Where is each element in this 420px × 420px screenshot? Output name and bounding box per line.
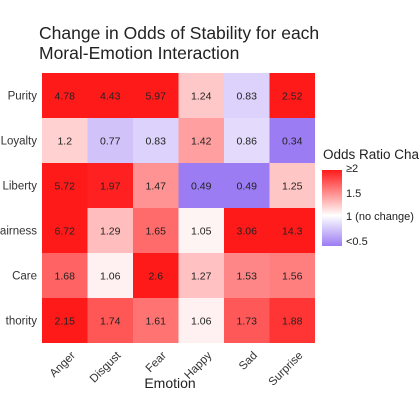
heatmap-cell-loyalty-happy [178,118,224,163]
heatmap-cell-loyalty-fear [133,118,179,163]
x-tick-label: Disgust [88,349,124,385]
cell-value-label: 2.15 [55,316,76,328]
legend-color-bar [322,170,342,246]
heatmap-cell-care-disgust [87,253,133,298]
legend-label-min: <0.5 [346,236,368,248]
cell-value-label: 0.49 [191,181,212,193]
cell-value-label: 1.61 [146,316,167,328]
legend-label-no-change: 1 (no change) [346,211,414,223]
y-tick-label: Care [12,271,37,283]
heatmap-cell-liberty-anger [42,163,88,208]
chart-title-line-1: Change in Odds of Stability for each [39,23,320,43]
y-tick-label: thority [6,316,38,328]
heatmap-cell-purity-fear [133,73,179,118]
cell-value-label: 0.86 [237,136,258,148]
y-axis-tick-labels: Purity Loyalty Liberty airness Care thority [0,91,37,328]
heatmap-cell-fairness-fear [133,208,179,253]
heatmap-cell-fairness-happy [178,208,224,253]
cell-value-label: 1.97 [100,181,121,193]
y-tick-label: Loyalty [1,136,38,148]
cell-value-label: 1.06 [191,316,212,328]
legend-label-max: ≥2 [346,163,359,175]
cell-value-label: 1.53 [237,271,258,283]
heatmap-cell-care-surprise [269,253,315,298]
cell-value-label: 0.49 [237,181,258,193]
cell-value-label: 1.73 [237,316,258,328]
cell-value-label: 1.74 [100,316,121,328]
cell-value-label: 4.78 [55,91,76,103]
cell-value-label: 1.24 [191,91,212,103]
x-tick-label: Anger [48,350,78,380]
cell-value-label: 14.3 [282,226,303,238]
cell-value-label: 0.77 [100,136,121,148]
legend-title: Odds Ratio Cha [323,147,420,162]
heatmap-cell-loyalty-sad [224,118,270,163]
heatmap-cell-labels: 4.78 4.43 5.97 1.24 0.83 2.52 1.2 0.77 0.83 1.42 0… [55,91,303,328]
cell-value-label: 5.72 [55,181,76,193]
heatmap-cell-care-fear [133,253,179,298]
heatmap-cell-fairness-surprise [269,208,315,253]
heatmap-cell-loyalty-disgust [87,118,133,163]
heatmap-cell-purity-happy [178,73,224,118]
heatmap-cell-liberty-surprise [269,163,315,208]
cell-value-label: 2.6 [148,271,163,283]
cell-value-label: 3.06 [237,226,258,238]
heatmap-cell-purity-surprise [269,73,315,118]
cell-value-label: 1.27 [191,271,212,283]
heatmap-cell-authority-happy [178,298,224,343]
heatmap-cell-liberty-sad [224,163,270,208]
x-tick-label: Surprise [267,350,306,389]
heatmap-cell-authority-fear [133,298,179,343]
cell-value-label: 1.56 [282,271,303,283]
heatmap-cell-purity-anger [42,73,88,118]
cell-value-label: 0.83 [146,136,167,148]
heatmap-cell-care-happy [178,253,224,298]
cell-value-label: 1.47 [146,181,167,193]
cell-value-label: 1.68 [55,271,76,283]
y-tick-label: Purity [8,91,38,103]
x-tick-label: Fear [144,350,169,375]
y-tick-label: Liberty [2,181,37,193]
cell-value-label: 5.97 [146,91,167,103]
heatmap-cell-purity-disgust [87,73,133,118]
cell-value-label: 2.52 [282,91,303,103]
heatmap-cell-authority-sad [224,298,270,343]
cell-value-label: 0.34 [282,136,303,148]
cell-value-label: 1.06 [100,271,121,283]
heatmap-cell-authority-surprise [269,298,315,343]
heatmap-cell-loyalty-surprise [269,118,315,163]
chart-title-line-2: Moral-Emotion Interaction [39,43,240,63]
cell-value-label: 1.29 [100,226,121,238]
cell-value-label: 1.88 [282,316,303,328]
x-tick-label: Sad [237,350,260,373]
heatmap-cells [42,73,315,343]
heatmap-cell-purity-sad [224,73,270,118]
heatmap-cell-fairness-sad [224,208,270,253]
heatmap-cell-fairness-disgust [87,208,133,253]
heatmap-cell-authority-anger [42,298,88,343]
cell-value-label: 1.25 [282,181,303,193]
heatmap-cell-care-sad [224,253,270,298]
cell-value-label: 6.72 [55,226,76,238]
x-axis-title: Emotion [144,375,195,391]
cell-value-label: 1.05 [191,226,212,238]
cell-value-label: 1.2 [57,136,72,148]
heatmap-cell-loyalty-anger [42,118,88,163]
heatmap-cell-authority-disgust [87,298,133,343]
cell-value-label: 1.65 [146,226,167,238]
heatmap-cell-fairness-anger [42,208,88,253]
heatmap-cell-liberty-fear [133,163,179,208]
cell-value-label: 0.83 [237,91,258,103]
heatmap-cell-liberty-disgust [87,163,133,208]
heatmap-cell-liberty-happy [178,163,224,208]
cell-value-label: 4.43 [100,91,121,103]
heatmap-cell-care-anger [42,253,88,298]
y-tick-label: airness [0,226,37,238]
legend-label-1-5: 1.5 [346,188,362,200]
cell-value-label: 1.42 [191,136,212,148]
